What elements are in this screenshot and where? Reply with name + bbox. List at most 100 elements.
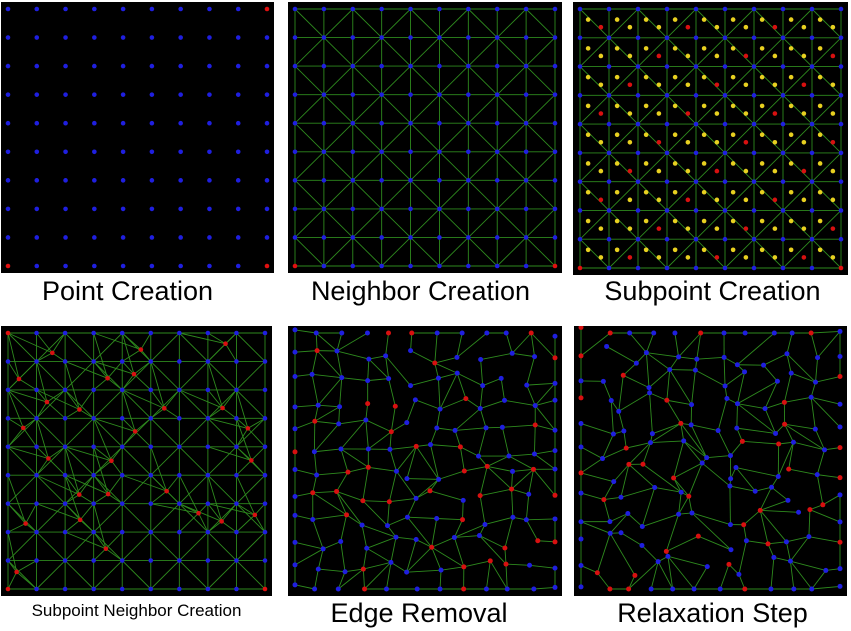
grid-point [34, 586, 39, 592]
subpoint [830, 24, 836, 30]
edge-line [753, 95, 784, 125]
edge-line [479, 495, 486, 525]
edge-line [179, 332, 226, 345]
edge-line [150, 490, 167, 505]
grid-point [693, 265, 699, 271]
grid-point [62, 387, 68, 393]
caption-point-creation: Point Creation [41, 276, 214, 306]
edge-line [736, 403, 738, 429]
grid-point [205, 387, 211, 393]
subpoint-red [50, 350, 55, 356]
edge-line [323, 94, 354, 124]
edge-line [163, 389, 180, 409]
subpoint-red [620, 372, 626, 378]
grid-point [292, 512, 298, 518]
edge-line [782, 210, 813, 240]
edge-line [724, 210, 755, 240]
edge-line [79, 494, 94, 505]
subpoint [772, 197, 778, 203]
grid-point [5, 558, 11, 563]
edge-line [198, 512, 209, 533]
grid-point [837, 519, 843, 525]
edge-line [753, 181, 784, 211]
grid-point [727, 453, 733, 459]
grid-point [234, 529, 239, 535]
grid-point [460, 497, 466, 503]
grid-point [437, 149, 442, 155]
grid-point [207, 206, 212, 212]
edge-line [810, 332, 819, 358]
edge-line [362, 467, 369, 501]
edge-line [93, 361, 123, 391]
edge-line [683, 440, 707, 459]
subpoint-red [623, 445, 629, 451]
grid-point [292, 373, 298, 379]
edge-line [478, 427, 487, 457]
grid-point [383, 586, 389, 592]
subpoint-red [686, 493, 692, 499]
edge-line [738, 574, 746, 590]
grid-point [523, 263, 529, 269]
subpoint [801, 139, 807, 145]
edge-line [48, 446, 66, 459]
grid-point [809, 6, 815, 12]
subpoint-red [365, 401, 371, 407]
edge-line [314, 406, 340, 422]
subpoint [743, 82, 749, 88]
edge-line [381, 94, 411, 124]
edge-line [746, 540, 769, 545]
edge-line [782, 66, 813, 96]
grid-point [523, 92, 529, 97]
subpoint-red [782, 421, 788, 427]
edge-line [352, 180, 382, 210]
edge-line [489, 560, 508, 590]
subpoint [830, 168, 836, 174]
grid-point [387, 446, 393, 452]
grid-point [664, 64, 670, 69]
grid-point [523, 206, 529, 212]
grid-point [63, 120, 68, 126]
subpoint-red [578, 353, 584, 359]
grid-point [727, 483, 733, 489]
edge-line [225, 343, 237, 362]
edge-line [666, 66, 697, 96]
edge-line [36, 389, 80, 410]
edge-line [678, 356, 697, 360]
edge-line [381, 237, 411, 267]
edge-line [179, 560, 209, 590]
edge-line [439, 398, 467, 410]
grid-point [438, 567, 444, 573]
edge-line [36, 458, 49, 476]
edge-line [580, 423, 614, 435]
grid-point [34, 416, 39, 421]
edge-line [753, 210, 784, 240]
subpoint-yellow [643, 17, 649, 22]
edge-line [389, 449, 397, 472]
subpoint-red [249, 458, 254, 463]
edge-line [453, 519, 463, 538]
grid-point [715, 428, 721, 434]
edge-line [759, 487, 772, 511]
grid-point [625, 511, 631, 517]
grid-point [350, 6, 356, 12]
edge-line [526, 382, 556, 386]
subpoint [598, 82, 604, 88]
grid-point [655, 559, 661, 565]
edge-line [482, 377, 502, 387]
edge-line [294, 208, 325, 238]
subpoint-red [552, 355, 558, 361]
grid-point [523, 149, 529, 155]
grid-point [809, 179, 815, 184]
subpoint-red [678, 420, 684, 426]
edge-line [381, 8, 411, 38]
subpoint-red [457, 444, 463, 450]
edge-line [236, 428, 249, 448]
edge-line [580, 521, 611, 534]
edge-line [814, 428, 825, 451]
edge-line [254, 514, 266, 533]
edge-line [683, 440, 703, 464]
edge-line [36, 531, 66, 561]
edge-line [410, 377, 439, 387]
edge-line [164, 407, 180, 419]
subpoint-yellow [643, 132, 649, 138]
